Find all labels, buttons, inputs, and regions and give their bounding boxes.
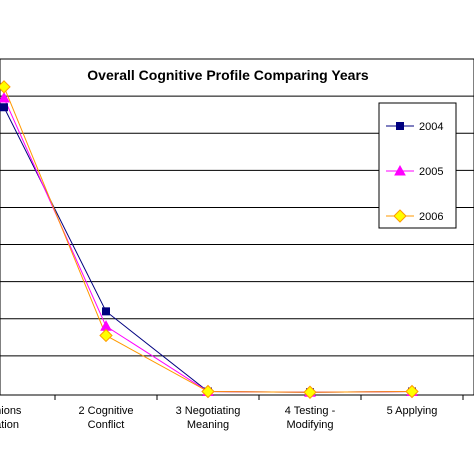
x-tick-labels: pinions nation 2 Cognitive Conflict 3 Negoti… <box>0 395 464 431</box>
data-point-2006 <box>0 80 11 94</box>
x-tick-label: Meaning <box>187 419 229 431</box>
x-tick-label: 3 Negotiating <box>176 405 241 417</box>
x-tick-label: pinions <box>0 405 22 417</box>
x-tick-label: 4 Testing - <box>285 405 336 417</box>
data-point-2006 <box>303 385 317 399</box>
plot-area <box>0 58 474 396</box>
data-point-2006 <box>393 209 407 223</box>
x-tick-label: nation <box>0 419 19 431</box>
x-tick-label: 5 Applying <box>387 405 438 417</box>
x-tick-label: Conflict <box>88 419 125 431</box>
data-point-2006 <box>405 384 419 399</box>
data-point-2004 <box>396 122 404 130</box>
data-point-2005 <box>0 91 10 103</box>
legend-label-2006: 2006 <box>419 211 443 223</box>
x-tick-label: 2 Cognitive <box>78 405 133 417</box>
series-line-2006 <box>3 86 413 393</box>
legend: 2004 2005 2006 <box>378 102 457 229</box>
series-line-2005 <box>3 97 413 393</box>
data-point-2004 <box>0 103 8 112</box>
legend-label-2005: 2005 <box>419 166 443 178</box>
x-tick-label: Modifying <box>286 419 333 431</box>
series-line-2004 <box>3 107 413 393</box>
legend-box <box>378 102 457 229</box>
data-point-2005 <box>394 164 406 176</box>
data-point-2006 <box>201 384 215 399</box>
chart-title: Overall Cognitive Profile Comparing Year… <box>87 67 369 83</box>
series-layer <box>0 80 419 399</box>
legend-label-2004: 2004 <box>419 121 443 133</box>
data-point-2004 <box>102 307 110 316</box>
data-point-2006 <box>99 328 113 343</box>
